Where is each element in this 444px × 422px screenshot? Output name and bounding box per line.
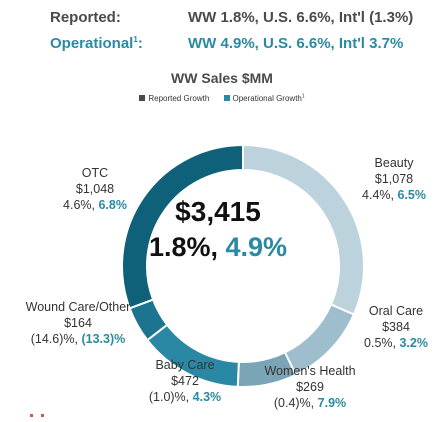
center-reported-growth: 1.8%, [148,232,218,262]
slice-operational: 6.5% [397,188,426,202]
reported-value: WW 1.8%, U.S. 6.6%, Int'l (1.3%) [188,9,414,26]
slice-growth: 0.5%, 3.2% [352,335,440,351]
slice-value: $1,048 [75,182,115,196]
slice-value: $164 [64,316,92,330]
slice-growth: (1.0)%, 4.3% [130,389,240,405]
slice-reported: (1.0)%, [148,390,190,404]
slice-value: $269 [296,380,324,394]
donut-slice-otc [121,143,244,310]
slice-name: Oral Care [368,304,424,318]
legend-footnote: 1 [301,93,305,99]
donut-slice-beauty [242,143,365,316]
slice-name: Beauty [374,156,414,170]
legend-swatch-operational [223,94,230,101]
slice-name: OTC [81,166,109,180]
slice-operational: 4.3% [192,390,222,404]
slice-name: Wound Care/Other [25,300,131,314]
operational-colon: : [137,35,143,52]
chart-title: WW Sales $MM [171,70,273,86]
center-operational-growth: 4.9% [225,232,288,262]
slice-operational: 6.8% [98,198,127,212]
slice-operational: 7.9% [317,396,347,410]
slice-name: Baby Care [155,358,215,372]
slice-reported: 4.4%, [362,188,394,202]
slice-growth: (14.6)%, (13.3)% [8,331,148,347]
legend-swatch-reported [139,94,146,101]
slice-label-wound-care: Wound Care/Other $164 (14.6)%, (13.3)% [8,299,148,347]
operational-label-wrap: Operational1: [50,35,188,52]
slice-reported: 0.5%, [364,336,396,350]
slice-growth: 4.6%, 6.8% [50,197,140,213]
slice-growth: 4.4%, 6.5% [354,187,434,203]
slice-reported: (14.6)%, [30,332,78,346]
slice-value: $384 [382,320,410,334]
slice-reported: 4.6%, [63,198,95,212]
slice-label-otc: OTC $1,048 4.6%, 6.8% [50,165,140,213]
slice-operational: 3.2% [399,336,428,350]
slice-operational: (13.3)% [81,332,126,346]
legend-label-reported: Reported Growth [148,93,210,103]
slice-label-oral-care: Oral Care $384 0.5%, 3.2% [352,303,440,351]
chart-legend: Reported Growth Operational Growth1 [0,93,444,103]
slice-label-womens-health: Women's Health $269 (0.4)%, 7.9% [245,363,375,411]
reported-label: Reported: [50,9,121,26]
slice-label-beauty: Beauty $1,078 4.4%, 6.5% [354,155,434,203]
legend-item-operational: Operational Growth1 [223,93,305,103]
slice-reported: (0.4)%, [273,396,315,410]
slice-value: $472 [171,374,199,388]
slice-growth: (0.4)%, 7.9% [245,395,375,411]
donut-chart [121,143,365,388]
operational-label: Operational [50,35,134,52]
operational-growth-line: Operational1: WW 4.9%, U.S. 6.6%, Int'l 3… [50,35,403,52]
legend-label-operational: Operational Growth [232,93,302,103]
legend-item-reported: Reported Growth [139,94,209,103]
reported-growth-line: Reported: WW 1.8%, U.S. 6.6%, Int'l (1.3%… [50,9,413,26]
slice-name: Women's Health [264,364,356,378]
center-total: $3,415 [175,196,261,227]
slice-value: $1,078 [374,172,414,186]
operational-footnote: 1 [133,35,138,44]
slice-label-baby-care: Baby Care $472 (1.0)%, 4.3% [130,357,240,405]
footnote-marks [30,404,54,417]
center-growth: 1.8%, 4.9% [143,232,293,263]
operational-value: WW 4.9%, U.S. 6.6%, Int'l 3.7% [188,35,404,52]
